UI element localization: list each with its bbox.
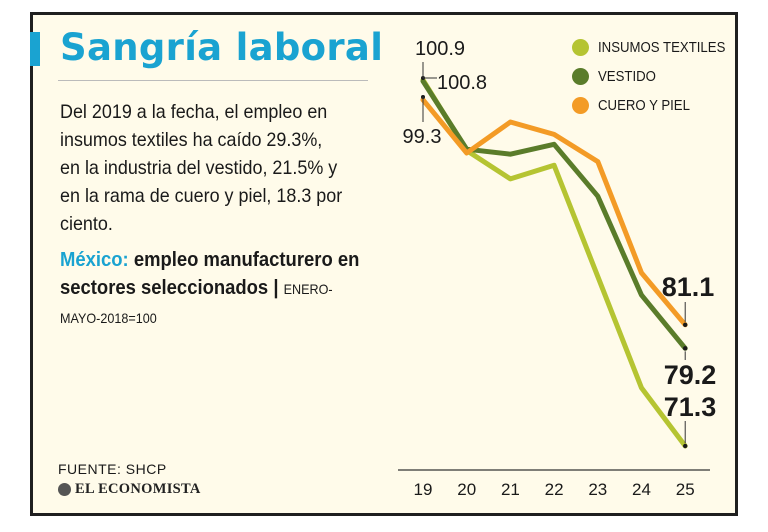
endpoint-marker-cuero [683, 322, 688, 328]
source-note: FUENTE: SHCP [58, 461, 167, 477]
data-label-end-insumos: 71.3 [664, 392, 717, 422]
legend-item-cuero: CUERO Y PIEL [572, 91, 743, 120]
chart-frame [30, 12, 738, 516]
x-tick-label: 21 [501, 480, 520, 499]
data-label-start-insumos: 100.9 [415, 38, 465, 60]
page-title: Sangría laboral [60, 26, 384, 69]
data-label-end-vestido: 79.2 [664, 360, 717, 390]
legend-item-insumos: INSUMOS TEXTILES [572, 33, 743, 62]
chart-subtitle: México: empleo manufacturero en sectores… [60, 246, 366, 332]
x-tick-label: 20 [457, 480, 476, 499]
x-tick-label: 23 [588, 480, 607, 499]
chart-legend: INSUMOS TEXTILES VESTIDO CUERO Y PIEL [572, 33, 743, 120]
endpoint-marker-insumos [683, 443, 688, 449]
legend-swatch-insumos [572, 39, 589, 56]
endpoint-marker-vestido [683, 346, 688, 351]
subtitle-country: México: [60, 248, 129, 271]
legend-label-vestido: VESTIDO [598, 68, 656, 85]
series-line-vestido [420, 78, 688, 351]
x-tick-label: 19 [414, 480, 433, 499]
x-tick-label: 22 [545, 480, 564, 499]
legend-swatch-cuero [572, 97, 589, 114]
legend-label-cuero: CUERO Y PIEL [598, 97, 690, 114]
legend-swatch-vestido [572, 68, 589, 85]
x-tick-label: 25 [676, 480, 695, 499]
title-divider [58, 80, 368, 81]
series-line-cuero [420, 97, 688, 328]
legend-item-vestido: VESTIDO [572, 62, 743, 91]
x-tick-label: 24 [632, 480, 651, 499]
title-accent-bar [30, 32, 40, 66]
subtitle-text: empleo manufacturero en sectores selecci… [60, 248, 360, 299]
subtitle-separator: | [268, 276, 284, 299]
legend-label-insumos: INSUMOS TEXTILES [598, 39, 726, 56]
subtitle-unit: ENERO-MAYO-2018=100 [60, 281, 333, 326]
brand-icon [58, 483, 71, 496]
data-label-start-cuero: 99.3 [403, 126, 442, 148]
brand-logo: EL ECONOMISTA [58, 481, 201, 498]
data-label-start-vestido: 100.8 [437, 72, 487, 94]
brand-name: EL ECONOMISTA [75, 481, 201, 497]
intro-text: Del 2019 a la fecha, el empleo en insumo… [60, 101, 343, 235]
data-label-end-cuero: 81.1 [662, 272, 715, 302]
